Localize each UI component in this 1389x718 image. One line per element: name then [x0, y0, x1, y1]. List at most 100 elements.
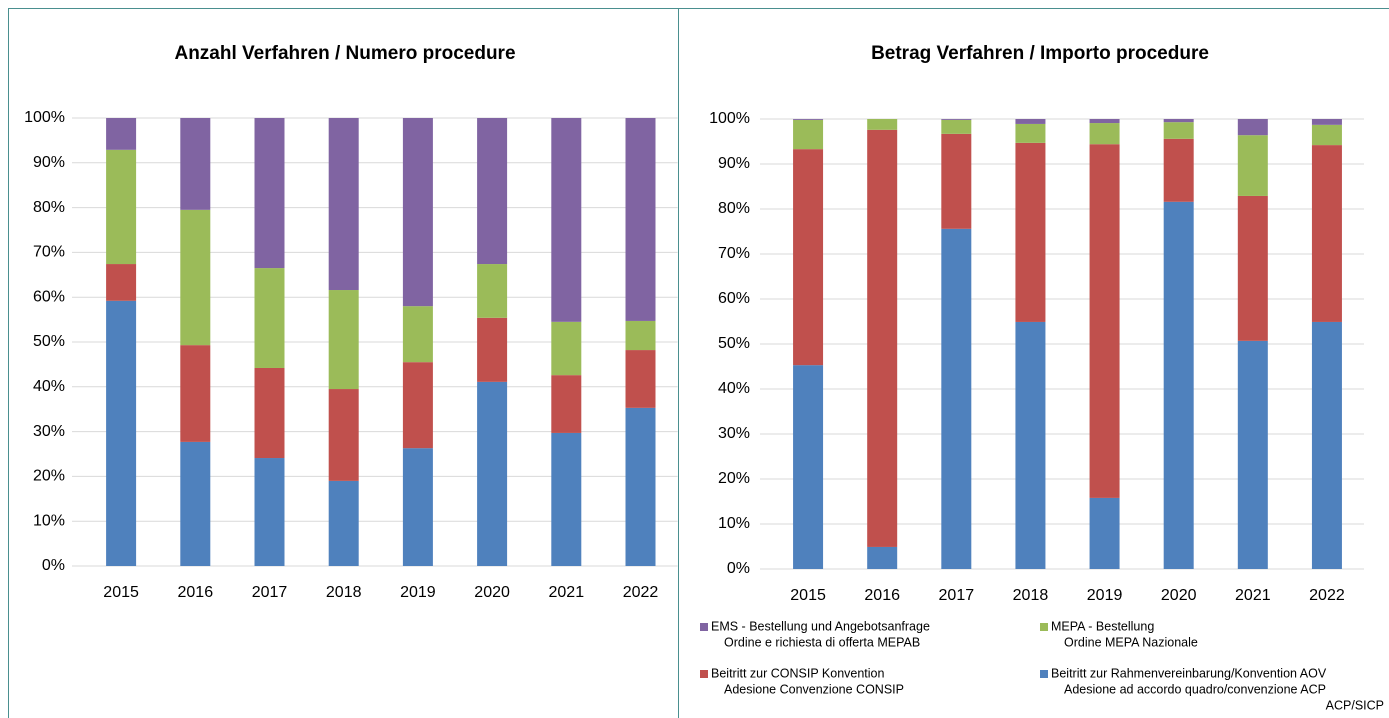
- bar-segment: [106, 264, 137, 301]
- bar-segment: [1163, 201, 1194, 570]
- bar-segment: [941, 119, 972, 120]
- bar-segment: [1311, 145, 1342, 322]
- bar-segment: [1237, 135, 1268, 196]
- legend-label: Beitritt zur Rahmenvereinbarung/Konventi…: [1051, 666, 1327, 680]
- legend-label: Adesione ad accordo quadro/convenzione A…: [1064, 682, 1326, 696]
- legend-swatch: [700, 623, 708, 631]
- x-tick-label: 2019: [1087, 587, 1123, 604]
- x-tick-label: 2022: [623, 584, 659, 601]
- right-panel: [678, 8, 1389, 718]
- bar-segment: [1089, 497, 1120, 569]
- bar-segment: [106, 118, 137, 150]
- bar-segment: [1089, 119, 1120, 124]
- bar-segment: [1089, 123, 1120, 145]
- bar-segment: [1015, 123, 1046, 143]
- y-tick-label: 60%: [33, 288, 65, 305]
- bar-segment: [477, 118, 508, 265]
- bar-segment: [328, 389, 359, 481]
- bar-segment: [551, 321, 582, 376]
- bar-segment: [477, 264, 508, 318]
- x-tick-label: 2017: [252, 584, 288, 601]
- bar-segment: [1163, 119, 1194, 123]
- y-tick-label: 20%: [33, 468, 65, 485]
- x-tick-label: 2018: [326, 584, 362, 601]
- bar-segment: [180, 118, 211, 210]
- legend-label: Ordine MEPA Nazionale: [1064, 635, 1198, 649]
- x-tick-label: 2015: [103, 584, 139, 601]
- y-tick-label: 50%: [33, 333, 65, 350]
- bar-segment: [477, 381, 508, 566]
- y-tick-label: 80%: [33, 199, 65, 216]
- y-tick-label: 0%: [727, 560, 750, 577]
- y-tick-label: 90%: [718, 155, 750, 172]
- y-tick-label: 70%: [33, 244, 65, 261]
- bar-segment: [1163, 122, 1194, 139]
- bar-segment: [1311, 321, 1342, 569]
- chart-title: Betrag Verfahren / Importo procedure: [871, 43, 1209, 64]
- bar-segment: [625, 320, 656, 351]
- legend-swatch: [700, 670, 708, 678]
- bar-segment: [551, 375, 582, 433]
- x-tick-label: 2019: [400, 584, 436, 601]
- legend-swatch: [1040, 670, 1048, 678]
- bar-segment: [625, 350, 656, 408]
- bar-segment: [328, 118, 359, 291]
- bar-segment: [867, 119, 898, 130]
- bar-segment: [328, 290, 359, 390]
- legend-label: ACP/SICP: [1326, 698, 1384, 712]
- bar-segment: [793, 119, 824, 120]
- x-tick-label: 2016: [864, 587, 900, 604]
- bar-segment: [402, 118, 433, 307]
- bar-segment: [551, 432, 582, 566]
- y-tick-label: 90%: [33, 154, 65, 171]
- bar-segment: [106, 149, 137, 265]
- x-tick-label: 2020: [474, 584, 510, 601]
- x-tick-label: 2017: [939, 587, 975, 604]
- bar-segment: [941, 228, 972, 570]
- bar-segment: [867, 546, 898, 569]
- y-tick-label: 0%: [42, 557, 65, 574]
- bar-segment: [1237, 340, 1268, 569]
- bar-segment: [477, 317, 508, 382]
- y-tick-label: 30%: [33, 423, 65, 440]
- y-tick-label: 40%: [33, 378, 65, 395]
- bar-segment: [402, 362, 433, 449]
- x-tick-label: 2021: [549, 584, 585, 601]
- bar-segment: [254, 268, 285, 368]
- chart-title: Anzahl Verfahren / Numero procedure: [174, 43, 515, 64]
- bar-segment: [867, 129, 898, 547]
- bar-segment: [941, 133, 972, 229]
- bar-segment: [254, 367, 285, 459]
- bar-segment: [254, 118, 285, 269]
- bar-segment: [1237, 119, 1268, 136]
- bar-segment: [180, 209, 211, 346]
- bar-segment: [180, 345, 211, 442]
- legend-label: Beitritt zur CONSIP Konvention: [711, 666, 885, 680]
- y-tick-label: 10%: [718, 515, 750, 532]
- y-tick-label: 70%: [718, 245, 750, 262]
- y-tick-label: 60%: [718, 290, 750, 307]
- y-tick-label: 40%: [718, 380, 750, 397]
- bar-segment: [1015, 321, 1046, 569]
- y-tick-label: 50%: [718, 335, 750, 352]
- bar-segment: [254, 458, 285, 566]
- bar-segment: [328, 480, 359, 566]
- bar-segment: [551, 118, 582, 322]
- bar-segment: [625, 118, 656, 321]
- bar-segment: [402, 306, 433, 363]
- bar-segment: [1163, 138, 1194, 202]
- y-tick-label: 20%: [718, 470, 750, 487]
- bar-segment: [1089, 144, 1120, 498]
- legend-label: MEPA - Bestellung: [1051, 619, 1154, 633]
- x-tick-label: 2021: [1235, 587, 1271, 604]
- bar-segment: [180, 441, 211, 566]
- bar-segment: [793, 119, 824, 150]
- x-tick-label: 2022: [1309, 587, 1345, 604]
- bar-segment: [1311, 119, 1342, 125]
- legend-label: Ordine e richiesta di offerta MEPAB: [724, 635, 920, 649]
- y-tick-label: 80%: [718, 200, 750, 217]
- bar-segment: [106, 300, 137, 566]
- y-tick-label: 100%: [24, 109, 65, 126]
- bar-segment: [1237, 195, 1268, 341]
